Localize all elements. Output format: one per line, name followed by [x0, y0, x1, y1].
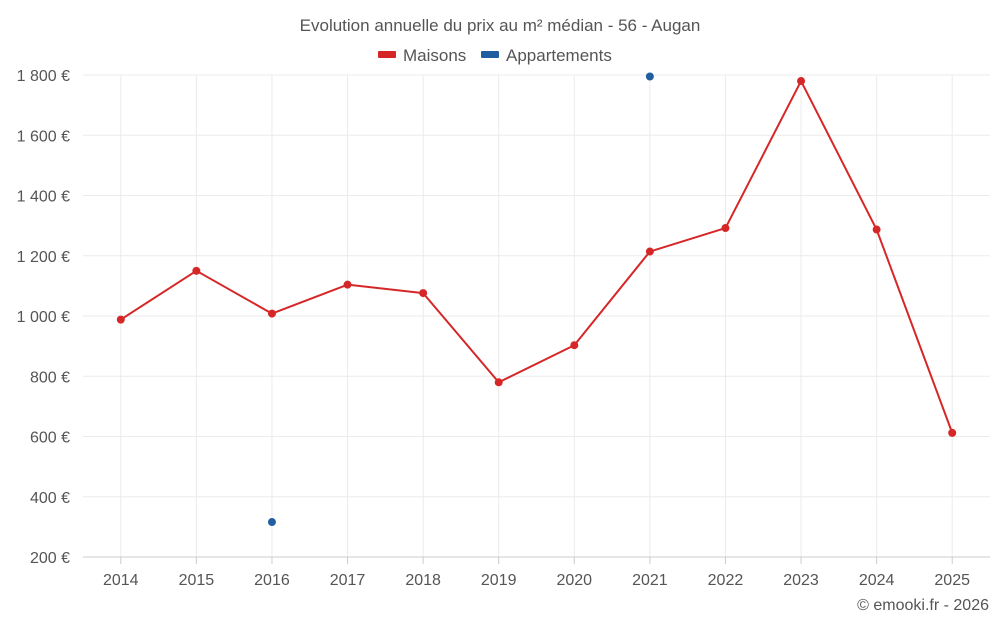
- data-point-maisons[interactable]: [116, 315, 125, 324]
- x-tick-label: 2018: [405, 572, 441, 589]
- x-tick-label: 2021: [632, 572, 668, 589]
- y-axis: 1 800 € 1 600 € 1 400 € 1 200 € 1 000 € 800 €…: [17, 68, 70, 567]
- data-point-maisons[interactable]: [419, 289, 428, 298]
- data-point-appartements[interactable]: [645, 72, 654, 81]
- data-point-maisons[interactable]: [267, 309, 276, 318]
- legend-swatch-appartements: [481, 51, 499, 58]
- series-line-maisons: [120, 80, 954, 434]
- legend-swatch-maisons: [378, 51, 396, 58]
- x-tick-label: 2023: [783, 572, 819, 589]
- x-tick-label: 2024: [859, 572, 895, 589]
- data-point-maisons[interactable]: [645, 247, 654, 256]
- x-tick-label: 2025: [934, 572, 970, 589]
- legend-label-maisons: Maisons: [403, 46, 466, 65]
- legend-label-appartements: Appartements: [506, 46, 612, 65]
- data-point-maisons[interactable]: [570, 341, 579, 350]
- x-tick-label: 2014: [103, 572, 139, 589]
- y-tick-label: 200 €: [30, 550, 70, 567]
- data-point-appartements[interactable]: [267, 518, 276, 527]
- x-tick-label: 2020: [556, 572, 592, 589]
- series-layer: [116, 72, 957, 527]
- legend-item-appartements[interactable]: Appartements: [481, 46, 612, 65]
- data-point-maisons[interactable]: [494, 378, 503, 387]
- data-point-maisons[interactable]: [872, 225, 881, 234]
- credit-text: © emooki.fr - 2026: [857, 597, 989, 614]
- x-tick-label: 2016: [254, 572, 290, 589]
- x-tick-label: 2017: [330, 572, 366, 589]
- x-axis: 2014 2015 2016 2017 2018 2019 2020 2021 2022 2023…: [83, 556, 990, 589]
- y-tick-label: 1 400 €: [17, 189, 70, 206]
- y-tick-label: 1 000 €: [17, 309, 70, 326]
- data-point-maisons[interactable]: [948, 428, 957, 437]
- data-point-maisons[interactable]: [343, 280, 352, 289]
- y-tick-label: 800 €: [30, 369, 70, 386]
- y-tick-label: 1 800 €: [17, 68, 70, 85]
- y-tick-label: 1 600 €: [17, 128, 70, 145]
- legend-item-maisons[interactable]: Maisons: [378, 46, 466, 65]
- y-tick-label: 400 €: [30, 490, 70, 507]
- y-tick-label: 1 200 €: [17, 249, 70, 266]
- data-point-maisons[interactable]: [192, 266, 201, 275]
- chart-title: Evolution annuelle du prix au m² médian …: [300, 16, 701, 35]
- x-tick-label: 2019: [481, 572, 517, 589]
- x-tick-label: 2022: [708, 572, 744, 589]
- x-tick-label: 2015: [179, 572, 215, 589]
- y-tick-label: 600 €: [30, 430, 70, 447]
- data-point-maisons[interactable]: [721, 224, 730, 233]
- data-point-maisons[interactable]: [797, 77, 806, 86]
- legend: Maisons Appartements: [378, 46, 612, 65]
- grid: [83, 74, 990, 558]
